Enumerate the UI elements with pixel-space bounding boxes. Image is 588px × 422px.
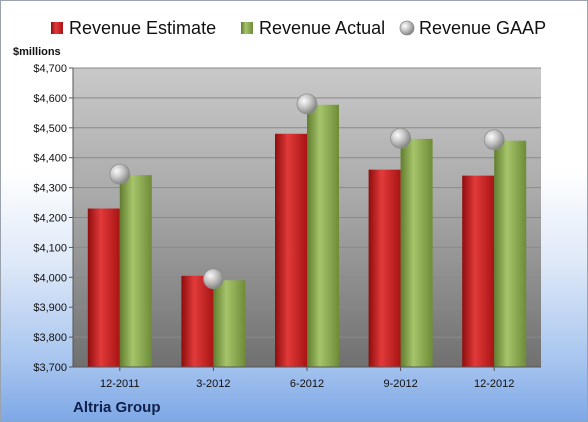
x-tick-label: 9-2012: [383, 378, 417, 390]
x-tick-label: 6-2012: [290, 378, 324, 390]
bar-revenue-actual: [307, 104, 339, 367]
y-tick-label: $4,400: [33, 153, 67, 165]
y-tick-label: $4,300: [33, 183, 67, 195]
marker-revenue-gaap: [202, 268, 224, 290]
legend-swatch-revenue-actual: [241, 22, 253, 34]
bar-revenue-actual: [119, 175, 152, 367]
y-tick-label: $4,700: [33, 63, 67, 75]
y-tick-label: $4,600: [33, 93, 67, 105]
y-tick-label: $4,200: [33, 213, 67, 225]
legend-label: Revenue GAAP: [419, 18, 546, 38]
x-tick-label: 3-2012: [196, 378, 230, 390]
x-tick-label: 12-2011: [100, 378, 140, 390]
marker-revenue-gaap: [483, 129, 505, 151]
bar-revenue-estimate: [368, 169, 401, 367]
y-tick-label: $4,500: [33, 123, 67, 135]
legend-label: Revenue Estimate: [69, 18, 216, 38]
y-tick-label: $3,900: [33, 302, 67, 314]
bar-revenue-estimate: [462, 175, 495, 367]
y-tick-label: $4,100: [33, 242, 67, 254]
legend-marker-revenue-gaap: [399, 20, 415, 36]
bar-revenue-actual: [400, 138, 433, 367]
x-tick-label: 12-2012: [474, 378, 514, 390]
bar-revenue-estimate: [87, 208, 120, 367]
marker-revenue-gaap: [109, 163, 131, 185]
company-name: Altria Group: [73, 399, 161, 416]
unit-label: $millions: [13, 46, 61, 58]
bar-revenue-actual: [213, 280, 246, 367]
bar-revenue-estimate: [181, 275, 214, 367]
legend-swatch-revenue-estimate: [51, 22, 63, 34]
legend-label: Revenue Actual: [259, 18, 385, 38]
y-tick-label: $3,800: [33, 332, 67, 344]
bar-revenue-estimate: [275, 133, 307, 367]
marker-revenue-gaap: [390, 127, 412, 149]
bar-revenue-actual: [494, 140, 527, 367]
marker-revenue-gaap: [296, 93, 318, 115]
y-tick-label: $3,700: [33, 362, 67, 374]
y-tick-label: $4,000: [33, 272, 67, 284]
